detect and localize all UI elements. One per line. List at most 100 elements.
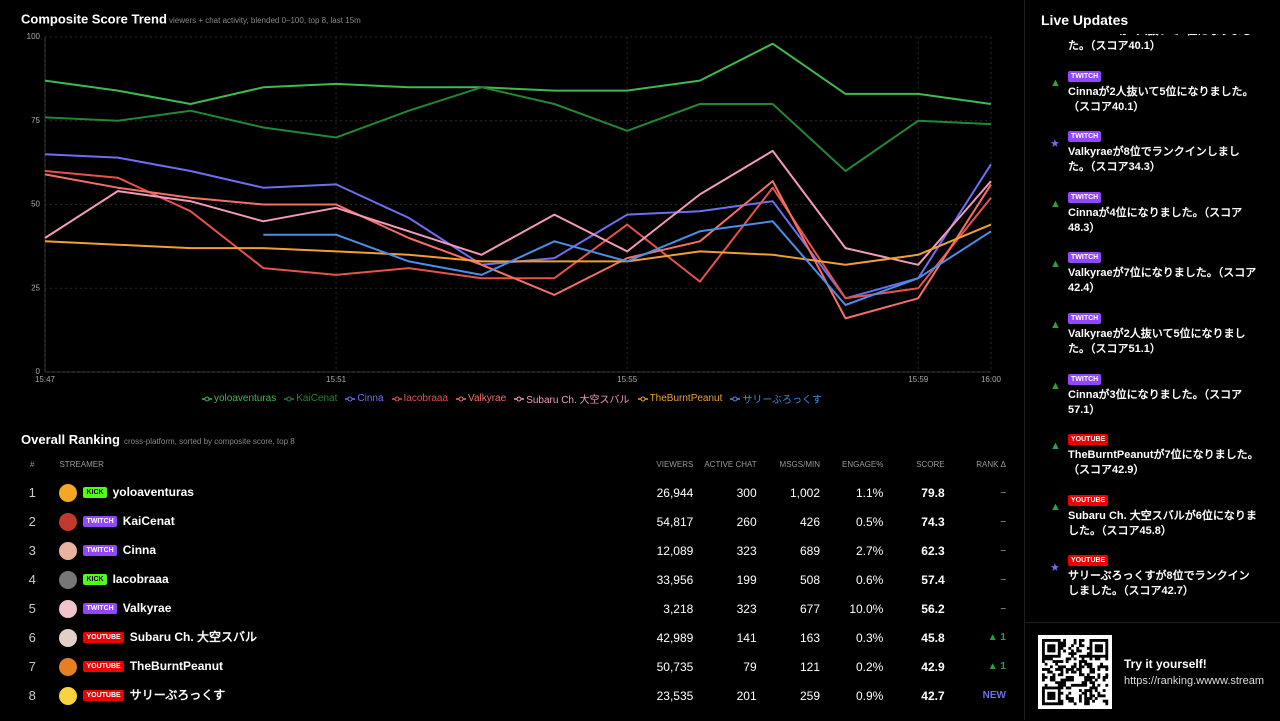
qr-module (1047, 668, 1051, 671)
qr-module (1089, 652, 1093, 656)
feed-item: ▲ TWITCH Valkyraeが2人抜いて5位になりました。（スコア51.1） (1025, 307, 1280, 368)
qr-module (1097, 675, 1101, 679)
qr-module (1055, 681, 1059, 685)
score: 42.7 (921, 688, 945, 703)
rank: 4 (28, 572, 36, 587)
viewers: 26,944 (656, 485, 694, 500)
qr-module (1060, 673, 1064, 677)
legend-dot (458, 396, 464, 401)
ranking-row: 5 TWITCH Valkyrae 3,218 323 677 10.0% 56.2 – (21, 594, 1006, 623)
qr-module (1105, 683, 1109, 687)
qr-module (1081, 683, 1085, 687)
legend-dot (204, 396, 210, 401)
qr-module (1086, 665, 1090, 669)
feed-item: ▲ TWITCH Cinnaが2人抜いて5位になりました。（スコア40.1） (1025, 65, 1280, 126)
qr-module (1052, 639, 1056, 642)
qr-module (1057, 691, 1061, 695)
qr-module (1076, 668, 1080, 671)
engage: 2.7% (855, 543, 884, 558)
rank-delta: – (1000, 545, 1006, 556)
qr-module (1084, 699, 1088, 703)
qr-module (1105, 702, 1109, 706)
qr-module (1049, 670, 1053, 674)
legend-item: Valkyrae (456, 391, 506, 406)
qr-module (1102, 694, 1106, 698)
engage: 0.5% (855, 514, 884, 529)
qr-module (1052, 644, 1056, 648)
column-header: STREAMER (59, 459, 104, 469)
feed-text: Cinnaが4位になりました。（スコア48.3） (1068, 206, 1243, 234)
qr-module (1073, 652, 1077, 656)
feed-item: ▲ TWITCH Cinnaが3位になりました。（スコア57.1） (1025, 368, 1280, 429)
rank: 5 (28, 601, 36, 616)
avatar (59, 686, 78, 705)
qr-module (1073, 702, 1077, 706)
x-tick-label: 15:51 (326, 375, 347, 384)
qr-module (1052, 646, 1056, 650)
qr-module (1047, 646, 1051, 650)
qr-module (1086, 662, 1090, 666)
qr-module (1105, 668, 1109, 671)
active-chat: 201 (736, 688, 757, 703)
qr-module (1089, 639, 1093, 642)
streamer: TWITCH Cinna (43, 536, 611, 565)
qr-module (1057, 686, 1061, 690)
active-chat: 300 (736, 485, 757, 500)
qr-module (1047, 691, 1051, 695)
qr-module (1047, 697, 1051, 700)
feed-text: Iacobraaaが2人抜いて3位になりました。（スコア40.1） (1068, 34, 1252, 52)
qr-module (1047, 654, 1051, 658)
legend-swatch (201, 396, 212, 401)
qr-module (1092, 670, 1095, 674)
ranking-table: # STREAMER VIEWERS ACTIVE CHAT MSGS/MIN ENGAG… (21, 450, 1006, 710)
streamer-name: Cinna (122, 542, 157, 557)
qr-module (1105, 652, 1109, 656)
qr-module (1063, 644, 1066, 648)
qr-module (1042, 691, 1045, 695)
series-line (44, 42, 992, 105)
platform-badge: TWITCH (1068, 191, 1102, 203)
promo-url[interactable]: https://ranking.wwww.stream (1124, 675, 1264, 687)
qr-module (1052, 694, 1056, 698)
qr-module (1097, 654, 1101, 658)
qr-module (1042, 694, 1045, 698)
qr-module (1042, 646, 1045, 650)
qr-module (1049, 665, 1053, 669)
qr-module (1049, 691, 1053, 695)
qr-module (1105, 657, 1109, 661)
ranking-row: 4 KICK Iacobraaa 33,956 199 508 0.6% 57.4 – (21, 565, 1006, 594)
qr-module (1065, 670, 1069, 674)
qr-module (1078, 660, 1082, 663)
qr-module (1060, 686, 1064, 690)
qr-module (1097, 673, 1101, 677)
qr-module (1105, 654, 1109, 658)
score: 79.8 (921, 485, 945, 500)
feed-icon: ▲ (1050, 258, 1061, 271)
qr-module (1092, 686, 1095, 690)
engage: 1.1% (855, 485, 884, 500)
feed-icon: ▲ (1050, 318, 1061, 331)
viewers: 12,089 (656, 543, 694, 558)
y-tick-label: 0 (36, 367, 41, 376)
y-tick-label: 50 (31, 200, 40, 209)
qr-module (1071, 678, 1074, 682)
qr-module (1094, 678, 1098, 682)
feed-icon: ▲ (1050, 76, 1061, 89)
qr-module (1078, 683, 1082, 687)
ranking-header: Overall Ranking cross-platform, sorted by… (21, 432, 295, 447)
avatar (59, 599, 78, 618)
qr-module (1078, 644, 1082, 648)
streamer-name: TheBurntPeanut (129, 658, 224, 673)
qr-module (1089, 678, 1093, 682)
platform-badge: YOUTUBE (83, 690, 124, 702)
feed-text: Cinnaが3位になりました。（スコア57.1） (1068, 388, 1243, 416)
qr-code (1038, 635, 1112, 709)
qr-module (1105, 641, 1109, 645)
qr-module (1057, 702, 1061, 706)
qr-module (1097, 694, 1101, 698)
feed-item: ▲ YOUTUBE TheBurntPeanutが7位になりました。（スコア42.9… (1025, 428, 1280, 489)
qr-module (1060, 683, 1064, 687)
qr-module (1086, 702, 1090, 706)
qr-module (1100, 662, 1103, 666)
qr-module (1100, 644, 1103, 648)
